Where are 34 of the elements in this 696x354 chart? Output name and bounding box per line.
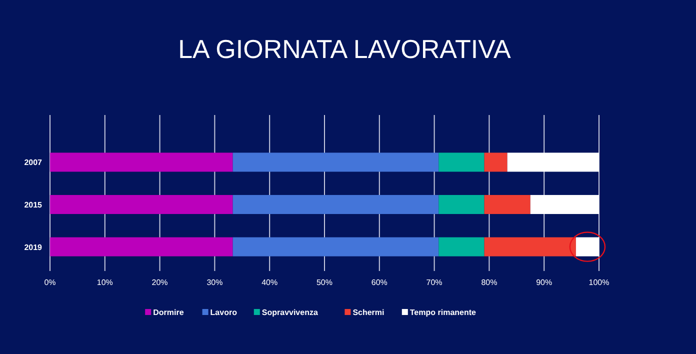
x-tick-label: 0% <box>44 278 56 287</box>
legend-label: Lavoro <box>210 308 238 317</box>
x-tick-label: 60% <box>371 278 388 287</box>
bar <box>232 237 439 256</box>
legend-label: Schermi <box>352 308 384 317</box>
x-tick-label: 30% <box>206 278 223 287</box>
y-tick-label: 2019 <box>24 242 43 252</box>
x-tick-label: 100% <box>588 278 610 287</box>
bar <box>50 237 233 256</box>
bar <box>484 237 576 256</box>
y-tick-label: 2007 <box>24 158 43 168</box>
y-tick-label: 2015 <box>24 200 43 210</box>
bar <box>232 194 439 214</box>
bar <box>232 152 439 172</box>
bar <box>507 152 599 172</box>
bar <box>438 237 484 256</box>
bar <box>530 194 599 214</box>
legend-label: Tempo rimanente <box>410 308 477 317</box>
bar <box>484 194 530 214</box>
x-tick-label: 50% <box>316 278 333 287</box>
x-tick-label: 20% <box>152 278 168 287</box>
bar <box>438 194 484 214</box>
x-tick-label: 40% <box>262 278 278 287</box>
bar <box>50 152 233 172</box>
x-tick-label: 90% <box>536 278 552 287</box>
x-tick-label: 80% <box>481 278 498 287</box>
bar <box>438 152 484 172</box>
x-tick-label: 10% <box>96 278 113 287</box>
x-tick-label: 70% <box>426 278 442 287</box>
legend-label: Dormire <box>153 308 184 317</box>
legend-label: Sopravvivenza <box>262 308 318 317</box>
bar <box>484 152 508 172</box>
bar <box>50 194 233 214</box>
chart-title: LA GIORNATA LAVORATIVA <box>178 34 512 64</box>
